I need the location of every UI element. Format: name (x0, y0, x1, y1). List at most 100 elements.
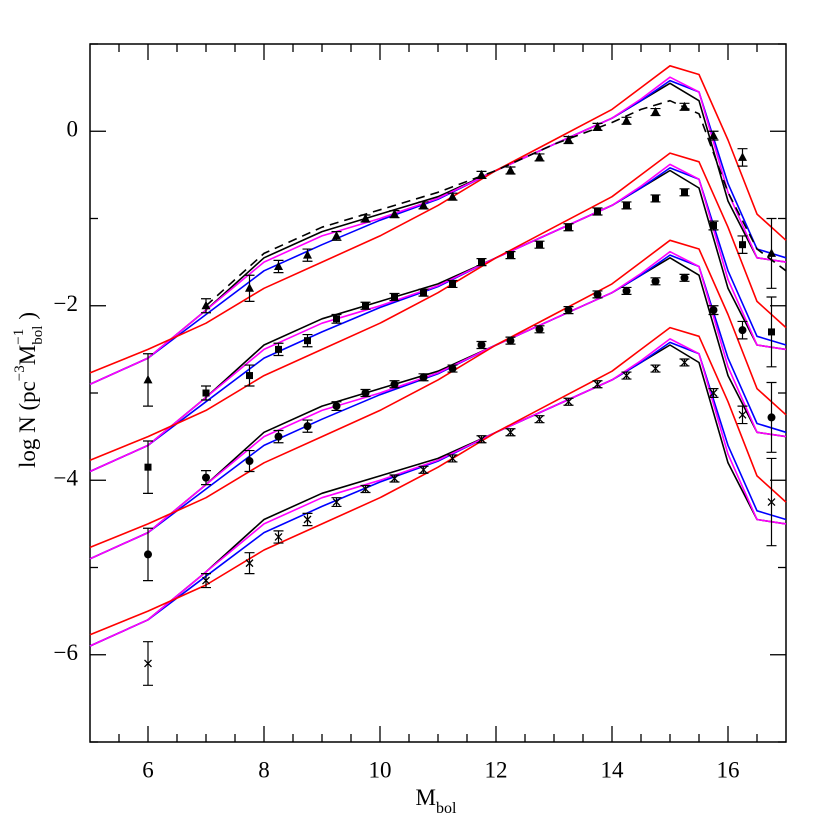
marker (652, 194, 659, 202)
marker (246, 372, 253, 380)
marker (535, 415, 544, 424)
curve (89, 326, 787, 636)
marker (651, 107, 660, 116)
marker (593, 121, 602, 131)
y-tick-label: −4 (54, 466, 79, 491)
marker (768, 328, 775, 336)
marker (419, 373, 428, 382)
marker (202, 389, 210, 397)
marker (681, 188, 688, 196)
marker (477, 341, 486, 350)
marker (507, 251, 514, 259)
marker (361, 389, 370, 397)
marker (593, 380, 602, 389)
marker (419, 200, 428, 209)
curve (89, 163, 787, 473)
y-tick-label: −2 (54, 291, 78, 316)
marker (564, 306, 573, 315)
marker (506, 336, 515, 345)
marker (144, 463, 152, 471)
x-tick-label: 10 (369, 757, 392, 782)
marker (362, 302, 369, 310)
curve (89, 239, 787, 549)
marker (274, 432, 283, 441)
marker (622, 286, 631, 295)
marker (361, 213, 370, 222)
y-label-sup: −3 (12, 365, 28, 381)
x-label-sub: bol (436, 800, 457, 817)
marker (738, 152, 747, 161)
marker (738, 326, 747, 335)
marker (448, 364, 457, 373)
marker (477, 169, 486, 179)
marker (709, 389, 718, 397)
curve (89, 76, 787, 386)
marker (420, 289, 427, 297)
marker (622, 115, 631, 125)
x-tick-label: 16 (717, 757, 740, 782)
marker (565, 223, 572, 231)
marker (477, 435, 486, 444)
curve (89, 65, 787, 374)
marker (622, 371, 631, 380)
marker (767, 498, 776, 507)
marker (535, 325, 544, 334)
marker (201, 300, 211, 310)
y-label-part: ) (15, 312, 40, 320)
marker (767, 413, 776, 422)
marker (333, 315, 340, 323)
y-tick-label: −6 (54, 640, 78, 665)
marker (680, 358, 689, 367)
curve (89, 152, 787, 461)
y-label-part: M (15, 345, 40, 365)
marker (332, 402, 341, 411)
marker (303, 515, 312, 524)
marker (419, 465, 428, 474)
x-axis-label: Mbol (416, 785, 457, 816)
marker (245, 559, 254, 568)
marker (564, 397, 573, 406)
curve (89, 344, 787, 647)
curve (89, 169, 787, 473)
marker (144, 550, 152, 559)
marker (478, 258, 485, 266)
curve (89, 338, 787, 647)
marker (709, 306, 718, 315)
marker (449, 280, 456, 288)
marker (274, 261, 283, 270)
marker (536, 241, 543, 249)
marker (535, 152, 544, 161)
marker (332, 498, 341, 507)
x-tick-label: 8 (258, 757, 270, 782)
marker (390, 209, 399, 218)
marker (680, 273, 689, 282)
y-axis-label: log N (pc−3M−1 bol) (11, 312, 46, 468)
marker (739, 241, 746, 249)
marker (245, 283, 254, 292)
y-label-sub: bol (30, 326, 46, 345)
marker (767, 248, 776, 257)
x-tick-label: 14 (601, 757, 625, 782)
marker (710, 221, 717, 229)
y-tick-label: 0 (67, 117, 79, 142)
marker (564, 134, 573, 144)
marker (651, 364, 660, 373)
marker (202, 576, 210, 585)
x-tick-label: 12 (485, 757, 508, 782)
marker (593, 290, 602, 299)
y-label-part: log N (pc (15, 381, 40, 468)
x-tick-label: 6 (142, 757, 154, 782)
marker (506, 428, 515, 437)
marker (391, 293, 398, 301)
marker (143, 374, 153, 384)
curve (89, 82, 787, 386)
marker (448, 454, 457, 463)
marker (506, 165, 515, 175)
marker (274, 533, 283, 541)
curve (89, 250, 787, 560)
marker (709, 130, 718, 140)
marker (303, 422, 312, 431)
marker (245, 457, 254, 466)
marker (332, 230, 341, 240)
